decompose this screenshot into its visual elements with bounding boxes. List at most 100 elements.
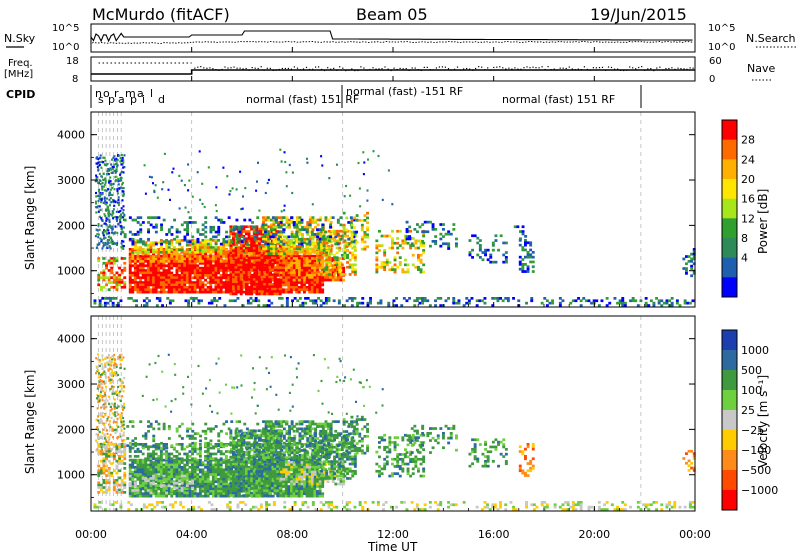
echo-cell <box>206 271 210 275</box>
echo-cell <box>273 271 277 274</box>
nave-point <box>194 67 196 69</box>
echo-cell <box>99 364 101 367</box>
echo-cell <box>692 272 696 275</box>
nave-point <box>481 66 483 68</box>
echo-cell <box>122 190 125 193</box>
nsky-trace <box>90 30 693 44</box>
echo-cell <box>120 226 123 229</box>
echo-cell <box>521 263 525 266</box>
echo-cell <box>189 297 193 300</box>
echo-cell <box>118 187 121 190</box>
echo-cell <box>131 252 135 256</box>
echo-cell <box>117 183 120 186</box>
echo-cell <box>178 262 181 265</box>
echo-cell <box>678 304 682 307</box>
echo-cell <box>178 239 181 242</box>
echo-cell <box>353 216 356 220</box>
echo-cell <box>201 260 205 263</box>
echo-cell <box>250 244 254 248</box>
echo-cell <box>231 299 235 303</box>
echo-cell <box>172 281 176 284</box>
echo-cell <box>128 473 132 476</box>
echo-cell <box>191 248 194 252</box>
echo-cell <box>499 297 502 300</box>
echo-cell <box>388 246 392 250</box>
echo-cell <box>191 239 194 242</box>
echo-cell <box>273 227 277 231</box>
echo-cell <box>136 260 140 263</box>
echo-cell <box>308 216 312 219</box>
echo-cell <box>291 191 294 195</box>
echo-cell <box>152 252 155 256</box>
echo-cell <box>144 288 148 292</box>
echo-cell <box>271 235 275 239</box>
echo-cell <box>122 405 125 408</box>
echo-cell <box>119 160 122 163</box>
echo-cell <box>108 402 111 405</box>
echo-cell <box>98 188 101 191</box>
echo-cell <box>170 264 174 268</box>
echo-cell <box>101 386 104 389</box>
echo-cell <box>204 290 207 294</box>
echo-cell <box>162 278 166 282</box>
echo-cell <box>144 276 148 280</box>
echo-cell <box>494 239 498 242</box>
echo-cell <box>325 241 329 245</box>
echo-cell <box>128 216 132 219</box>
echo-cell <box>247 249 251 253</box>
echo-cell <box>204 257 207 261</box>
echo-cell <box>118 276 121 279</box>
echo-cell <box>122 245 125 248</box>
echo-cell <box>110 402 113 405</box>
echo-cell <box>248 255 252 258</box>
echo-cell <box>136 288 140 292</box>
nave-point <box>505 68 507 70</box>
echo-cell <box>269 269 272 272</box>
echo-cell <box>227 269 231 272</box>
echo-cell <box>112 273 116 277</box>
nave-point <box>363 67 365 69</box>
echo-cell <box>293 245 297 248</box>
echo-cell <box>329 249 333 253</box>
echo-cell <box>339 216 343 219</box>
echo-cell <box>110 225 113 228</box>
echo-cell <box>217 225 221 229</box>
nave-point <box>544 68 546 71</box>
echo-cell <box>107 226 110 229</box>
echo-cell <box>316 276 319 280</box>
echo-cell <box>320 251 323 255</box>
echo-cell <box>262 228 265 231</box>
echo-cell <box>297 290 301 294</box>
echo-cell <box>109 197 112 200</box>
echo-cell <box>209 286 213 289</box>
echo-cell <box>345 243 349 246</box>
echo-cell <box>351 265 355 269</box>
echo-cell <box>244 187 247 190</box>
echo-cell <box>272 249 276 253</box>
echo-cell <box>324 276 327 279</box>
echo-cell <box>229 273 233 277</box>
echo-cell <box>306 247 310 251</box>
echo-cell <box>104 426 107 429</box>
echo-cell <box>288 221 291 224</box>
echo-cell <box>268 285 272 289</box>
echo-cell <box>243 276 246 280</box>
echo-cell <box>298 271 301 275</box>
echo-cell <box>303 257 307 260</box>
echo-cell <box>115 271 119 275</box>
nave-point <box>674 68 676 70</box>
echo-cell <box>347 242 351 246</box>
echo-cell <box>102 273 106 277</box>
echo-cell <box>234 249 238 253</box>
echo-cell <box>282 240 286 243</box>
echo-cell <box>99 154 102 157</box>
echo-cell <box>201 288 205 292</box>
echo-cell <box>133 243 137 247</box>
echo-cell <box>338 229 342 233</box>
echo-cell <box>145 304 149 307</box>
echo-cell <box>250 283 254 286</box>
echo-cell <box>105 488 108 492</box>
echo-cell <box>222 266 226 270</box>
echo-cell <box>229 232 233 236</box>
echo-cell <box>268 278 272 281</box>
